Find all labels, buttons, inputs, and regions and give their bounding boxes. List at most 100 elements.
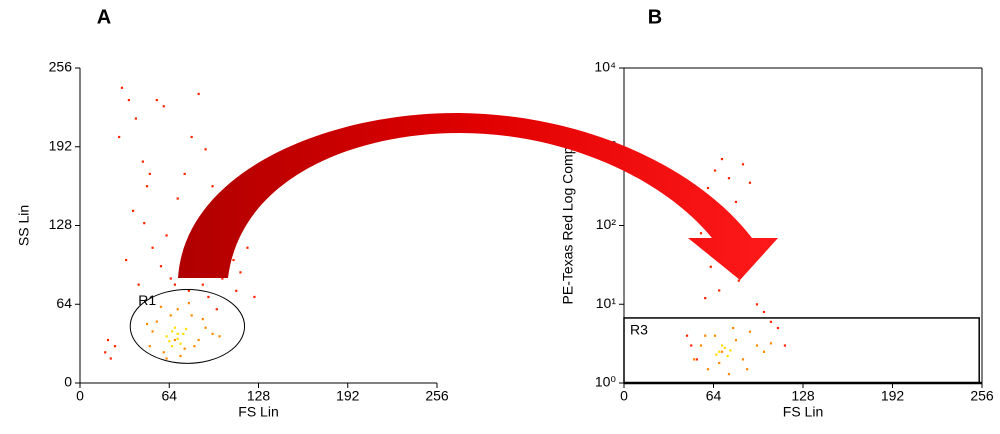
y-tick-label: 192 [49,137,73,153]
point [723,346,726,349]
point [109,357,112,360]
x-tick-label: 0 [76,388,84,404]
point [235,289,238,292]
x-tick-label: 64 [706,388,722,404]
gate-label: R3 [630,322,648,338]
x-tick-label: 256 [970,388,994,404]
y-tick-label: 128 [49,216,73,232]
point [165,335,168,338]
point [699,232,703,235]
point [148,345,151,348]
point [720,157,724,161]
panel-label: A [97,6,111,28]
point [776,326,780,330]
point [197,92,200,96]
point [720,344,724,347]
point [732,326,735,330]
point [748,330,752,333]
point [690,344,693,347]
point [187,302,190,305]
point [120,86,124,89]
point [131,209,135,212]
point [201,318,204,321]
point [709,265,712,268]
point [204,326,207,329]
point [165,357,168,360]
gate-label: R1 [138,292,156,308]
point [695,358,698,361]
y-tick-label: 256 [49,59,73,75]
point [755,344,759,347]
point [151,246,154,249]
point [239,271,242,274]
point [145,322,149,326]
x-tick-label: 256 [425,388,449,404]
point [118,135,121,139]
y-axis-label: SS Lin [16,205,32,246]
point [179,354,182,358]
point [211,332,214,335]
point [762,350,766,353]
point [182,332,185,335]
y-tick-label: 0 [64,374,72,390]
point [176,197,179,200]
x-tick-label: 64 [161,388,177,404]
point [729,349,732,352]
point [184,327,188,331]
arrow [178,112,778,280]
point [718,350,721,353]
point [179,342,182,345]
point [253,295,256,299]
point [741,358,745,361]
gate-ellipse [129,288,246,364]
point [704,334,707,337]
point [183,172,186,176]
point [211,185,214,188]
point [207,295,210,299]
point [221,277,224,280]
panel-label: B [648,6,662,28]
point [692,358,696,361]
point [159,305,163,308]
point [713,334,717,337]
point [104,351,107,354]
point [232,258,235,262]
point [204,148,207,151]
point [746,368,749,371]
point [734,339,738,342]
x-tick-label: 0 [620,388,628,404]
point [737,279,740,282]
point [769,342,773,345]
point [165,234,168,237]
point [726,355,729,358]
point [727,373,731,376]
point [173,338,177,342]
point [134,117,137,120]
point [741,163,745,166]
point [155,98,158,102]
point [718,289,721,292]
point [190,135,193,139]
point [176,332,179,335]
point [748,181,752,184]
point [706,368,710,371]
x-tick-label: 192 [881,388,905,404]
point [190,314,193,317]
point [706,186,710,190]
point [151,330,154,333]
point [769,320,773,323]
plots: A 0 64 128 192 256 0 64 128 192 256 FS Lin SS Lin R1 B… [16,6,994,419]
point [699,344,703,347]
y-tick-label: 10¹ [596,295,617,311]
x-axis-label: FS Lin [783,404,823,420]
point [169,314,172,317]
point [176,308,179,311]
y-tick-label: 10² [596,216,617,232]
y-tick-label: 10⁰ [595,374,617,390]
point [215,308,218,311]
point [720,350,724,353]
gate-rect [623,317,980,384]
point [169,277,172,280]
point [246,246,249,249]
